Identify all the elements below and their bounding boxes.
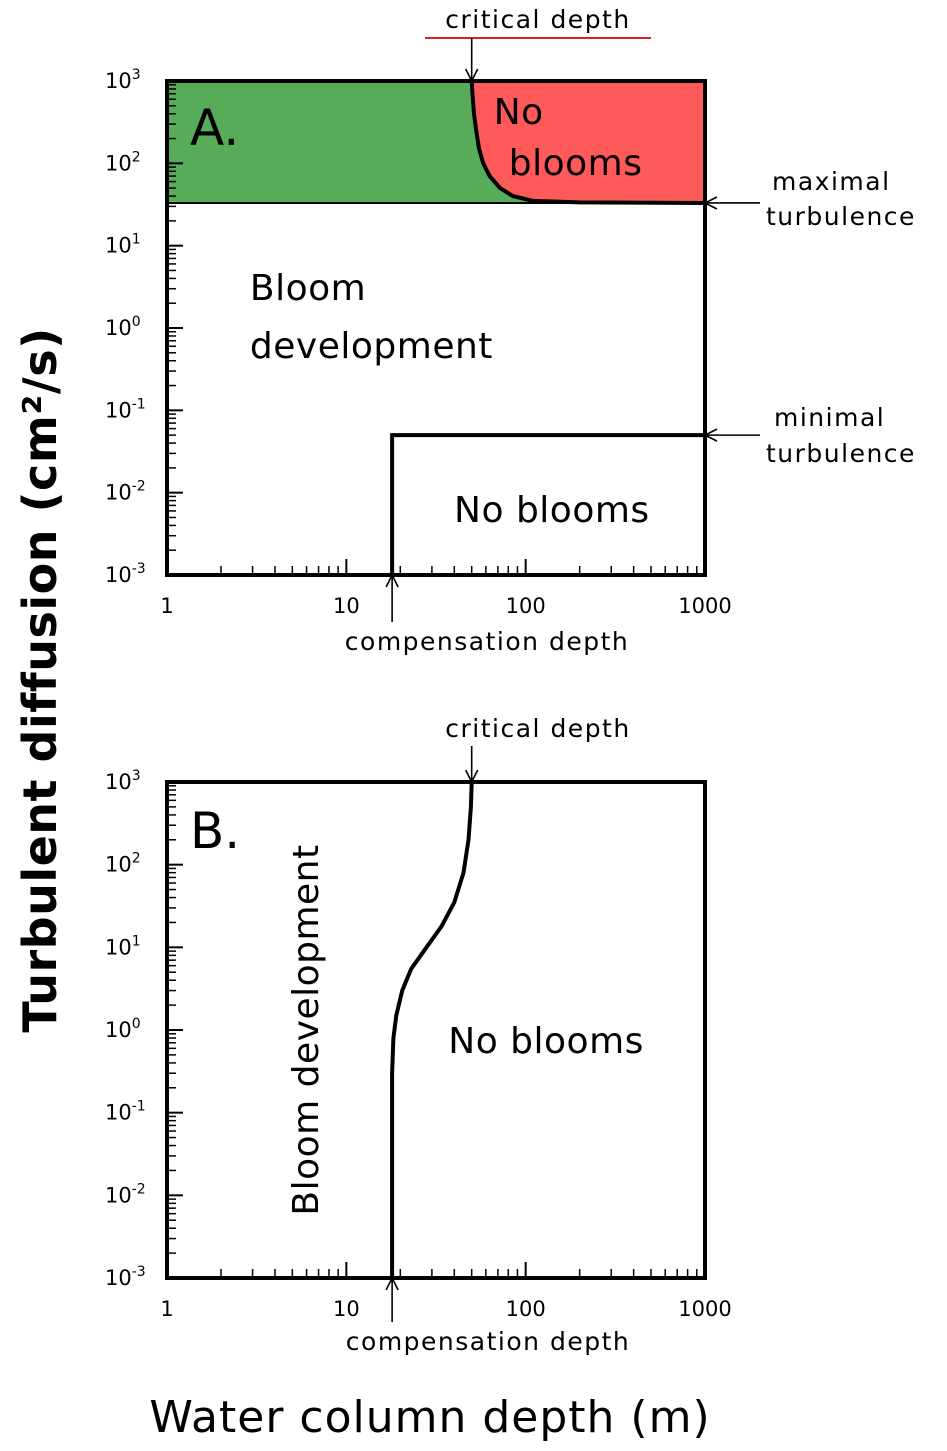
- y-tick-base: 10: [105, 1018, 132, 1042]
- x-tick-labels: 1 10 100 1000: [160, 559, 732, 618]
- y-axis-title: Turbulent diffusion (cm²/s): [13, 327, 67, 1032]
- y-tick-label: 101: [105, 232, 141, 258]
- y-tick-label: 10-3: [105, 561, 146, 587]
- y-tick-exponent: -2: [132, 479, 146, 495]
- annotation-maximal-turbulence: maximal turbulence: [766, 167, 916, 231]
- panel-letter: A.: [190, 99, 239, 157]
- x-tick-label: 1: [160, 594, 173, 618]
- region-label-line: development: [250, 326, 493, 367]
- y-tick-exponent: -1: [132, 396, 146, 412]
- y-tick-base: 10: [105, 1266, 132, 1290]
- region-label-line: No: [494, 92, 544, 133]
- annotation-critical-depth: critical depth: [445, 714, 630, 743]
- annotation-line: turbulence: [766, 439, 916, 468]
- y-tick-exponent: 0: [132, 314, 141, 330]
- x-tick-label: 10: [333, 1297, 360, 1321]
- region-label-line: blooms: [509, 143, 643, 184]
- minimal-turbulence-arrow: [703, 428, 760, 442]
- region-bloom-development: Bloom development: [286, 844, 327, 1215]
- panel-letter: B.: [190, 802, 240, 860]
- y-tick-exponent: 1: [132, 933, 141, 949]
- y-tick-exponent: -3: [132, 1264, 146, 1280]
- y-tick-exponent: 2: [132, 851, 141, 867]
- y-tick-exponent: 3: [132, 67, 141, 83]
- y-tick-exponent: -2: [132, 1181, 146, 1197]
- arrow-head: [464, 769, 479, 784]
- critical-depth-arrow: [464, 38, 479, 83]
- y-tick-label: 100: [105, 1016, 141, 1042]
- x-axis-title: Water column depth (m): [149, 1392, 710, 1443]
- x-tick-label: 1000: [678, 1297, 731, 1321]
- y-tick-exponent: 0: [132, 1016, 141, 1032]
- plot-frame: [165, 79, 707, 577]
- y-tick-label: 103: [105, 67, 141, 93]
- y-tick-label: 100: [105, 314, 141, 340]
- y-tick-label: 10-2: [105, 479, 146, 505]
- y-tick-exponent: -3: [132, 561, 146, 577]
- y-tick-label: 101: [105, 933, 141, 959]
- annotation-compensation-depth: compensation depth: [346, 1327, 630, 1356]
- y-tick-base: 10: [105, 151, 132, 175]
- critical-depth-arrow: [464, 746, 479, 784]
- y-tick-base: 10: [105, 69, 132, 93]
- region-bloom-development: Bloom development: [250, 268, 493, 367]
- no-bloom-zone-high-turbulence: [471, 81, 705, 203]
- x-tick-labels: 1 10 100 1000: [160, 1262, 732, 1321]
- region-no-blooms-top: No blooms: [494, 92, 643, 184]
- y-tick-label: 10-1: [105, 1099, 146, 1125]
- maximal-turbulence-arrow: [703, 196, 760, 210]
- y-tick-exponent: -1: [132, 1099, 146, 1115]
- region-no-blooms-bottom: No blooms: [454, 490, 650, 531]
- minimal-turbulence-boundary: [390, 433, 705, 575]
- y-tick-label: 103: [105, 768, 141, 794]
- y-tick-label: 10-1: [105, 396, 146, 422]
- annotation-critical-depth: critical depth: [445, 5, 630, 34]
- y-tick-base: 10: [105, 316, 132, 340]
- x-tick-label: 100: [506, 1297, 546, 1321]
- y-tick-label: 10-3: [105, 1264, 146, 1290]
- y-tick-base: 10: [105, 853, 132, 877]
- x-tick-label: 1000: [678, 594, 731, 618]
- compensation-depth-arrow: [385, 573, 399, 622]
- region-label-line: Bloom: [250, 268, 366, 309]
- critical-depth-curve: [390, 781, 474, 1278]
- arrow-head: [385, 573, 399, 588]
- y-tick-base: 10: [105, 563, 132, 587]
- y-tick-label: 102: [105, 149, 141, 175]
- y-tick-base: 10: [105, 1101, 132, 1125]
- y-tick-base: 10: [105, 481, 132, 505]
- y-tick-base: 10: [105, 935, 132, 959]
- x-tick-label: 100: [506, 594, 546, 618]
- x-tick-label: 10: [333, 594, 360, 618]
- y-tick-base: 10: [105, 234, 132, 258]
- annotation-compensation-depth: compensation depth: [345, 627, 629, 656]
- arrow-head: [464, 68, 479, 83]
- annotation-line: minimal: [774, 403, 885, 432]
- annotation-line: turbulence: [766, 202, 916, 231]
- y-tick-label: 10-2: [105, 1181, 146, 1207]
- annotation-line: maximal: [772, 167, 891, 196]
- y-tick-base: 10: [105, 398, 132, 422]
- arrow-head: [703, 428, 718, 442]
- compensation-depth-arrow: [385, 1276, 399, 1322]
- y-tick-label: 102: [105, 851, 141, 877]
- y-tick-exponent: 1: [132, 232, 141, 248]
- y-tick-base: 10: [105, 770, 132, 794]
- plot-frame: [165, 780, 707, 1280]
- x-tick-label: 1: [160, 1297, 173, 1321]
- y-tick-exponent: 3: [132, 768, 141, 784]
- region-no-blooms: No blooms: [448, 1021, 644, 1062]
- annotation-minimal-turbulence: minimal turbulence: [766, 403, 916, 468]
- y-tick-base: 10: [105, 1183, 132, 1207]
- arrow-head: [703, 196, 718, 210]
- arrow-head: [385, 1276, 399, 1291]
- critical-depth-curve: [469, 80, 706, 205]
- y-tick-exponent: 2: [132, 149, 141, 165]
